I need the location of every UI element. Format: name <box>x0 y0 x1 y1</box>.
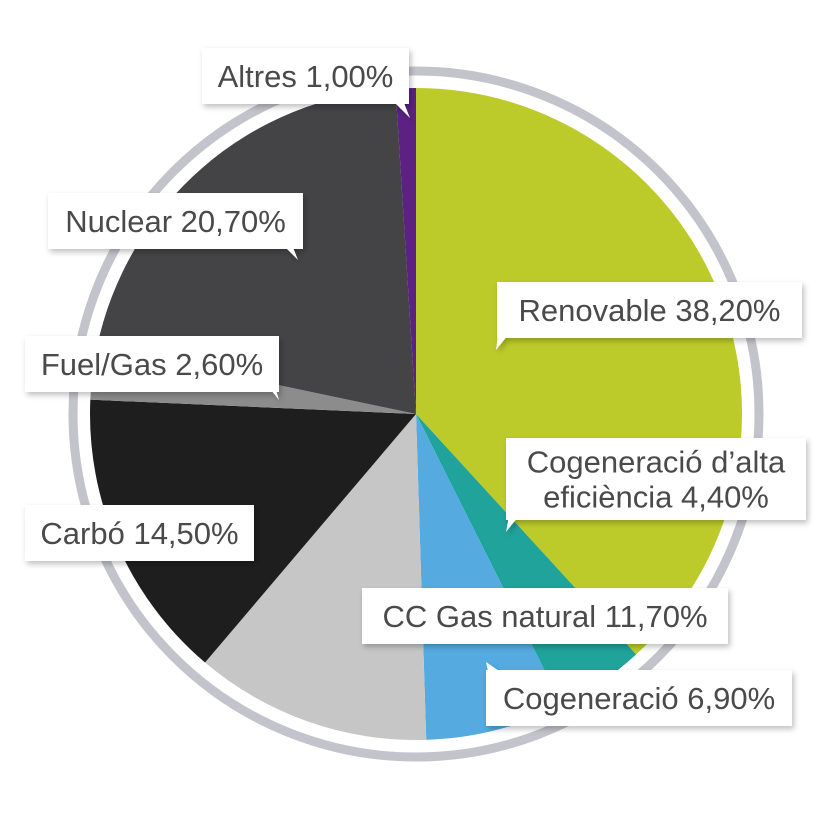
callout-box <box>25 505 254 561</box>
callout-box <box>48 193 303 249</box>
callout-6 <box>48 193 303 260</box>
callout-box <box>25 336 279 392</box>
callout-box <box>202 48 409 104</box>
pie-callouts: Renovable 38,20% Cogeneració d’altaeficiè… <box>25 48 806 726</box>
data-label: Nuclear 20,70% <box>65 204 286 239</box>
pie-slice-6 <box>96 88 416 414</box>
data-label: CC Gas natural 11,70% <box>382 599 707 634</box>
data-label: Cogeneració 6,90% <box>503 681 775 716</box>
data-label: eficiència 4,40% <box>543 480 769 515</box>
callout-3 <box>362 588 728 644</box>
callout-2 <box>486 662 792 726</box>
pie-slice-2 <box>416 414 563 740</box>
pie-slice-7 <box>395 88 416 414</box>
pie-slice-3 <box>205 414 427 741</box>
callout-box <box>506 438 806 520</box>
callout-4 <box>25 505 254 561</box>
data-label: Altres 1,00% <box>218 59 394 94</box>
data-label: Fuel/Gas 2,60% <box>41 347 263 382</box>
callout-5 <box>25 336 279 400</box>
callout-1 <box>506 438 806 532</box>
data-label: Cogeneració d’alta <box>527 445 786 480</box>
callout-7 <box>202 48 410 118</box>
data-label: Renovable 38,20% <box>519 293 781 328</box>
callout-box <box>486 670 792 726</box>
callout-box <box>497 282 802 338</box>
callout-0 <box>496 282 802 350</box>
data-label: Carbó 14,50% <box>40 516 238 551</box>
callout-box <box>362 588 728 644</box>
